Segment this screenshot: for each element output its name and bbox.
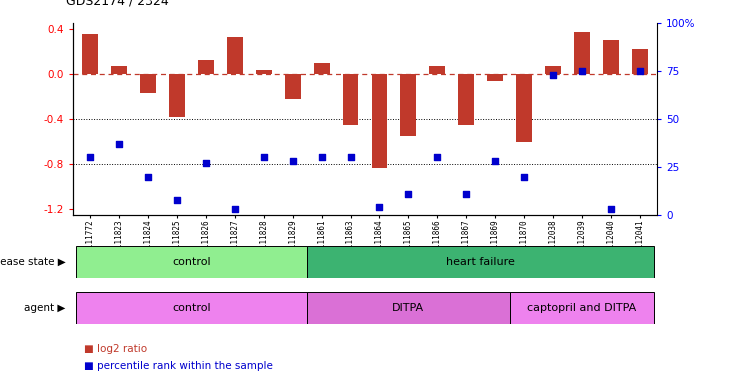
Point <box>374 204 385 210</box>
Bar <box>545 66 561 74</box>
Bar <box>510 293 654 324</box>
Bar <box>255 71 272 74</box>
Bar <box>314 63 329 74</box>
Bar <box>342 74 358 125</box>
Point <box>605 206 617 212</box>
Bar <box>285 74 301 99</box>
Bar <box>458 74 474 125</box>
Point <box>229 206 241 212</box>
Bar <box>307 247 654 278</box>
Point <box>345 154 356 161</box>
Text: agent ▶: agent ▶ <box>24 303 66 313</box>
Bar <box>603 40 619 74</box>
Bar <box>227 36 243 74</box>
Point <box>200 160 212 166</box>
Text: control: control <box>172 257 211 267</box>
Point <box>402 191 414 197</box>
Bar <box>169 74 185 117</box>
Bar <box>487 74 503 81</box>
Bar <box>401 74 416 136</box>
Bar <box>82 34 99 74</box>
Text: DITPA: DITPA <box>392 303 424 313</box>
Point <box>85 154 96 161</box>
Bar <box>307 293 510 324</box>
Text: captopril and DITPA: captopril and DITPA <box>527 303 637 313</box>
Point <box>113 141 125 147</box>
Bar <box>516 74 532 142</box>
Bar <box>372 74 388 167</box>
Text: ■ log2 ratio: ■ log2 ratio <box>84 344 147 354</box>
Point <box>547 72 558 78</box>
Bar <box>631 49 648 74</box>
Text: heart failure: heart failure <box>446 257 515 267</box>
Text: ■ percentile rank within the sample: ■ percentile rank within the sample <box>84 361 273 371</box>
Point <box>634 68 645 74</box>
Point <box>461 191 472 197</box>
Bar <box>111 66 127 74</box>
Bar <box>140 74 156 93</box>
Point <box>576 68 588 74</box>
Point <box>489 158 501 164</box>
Point <box>316 154 328 161</box>
Bar <box>76 293 307 324</box>
Text: control: control <box>172 303 211 313</box>
Bar <box>198 60 214 74</box>
Text: GDS2174 / 2324: GDS2174 / 2324 <box>66 0 169 8</box>
Point <box>287 158 299 164</box>
Point <box>258 154 269 161</box>
Point <box>142 174 154 180</box>
Point <box>172 197 183 203</box>
Text: disease state ▶: disease state ▶ <box>0 257 66 267</box>
Bar <box>574 32 590 74</box>
Bar <box>429 66 445 74</box>
Point <box>431 154 443 161</box>
Bar <box>76 247 307 278</box>
Point <box>518 174 530 180</box>
